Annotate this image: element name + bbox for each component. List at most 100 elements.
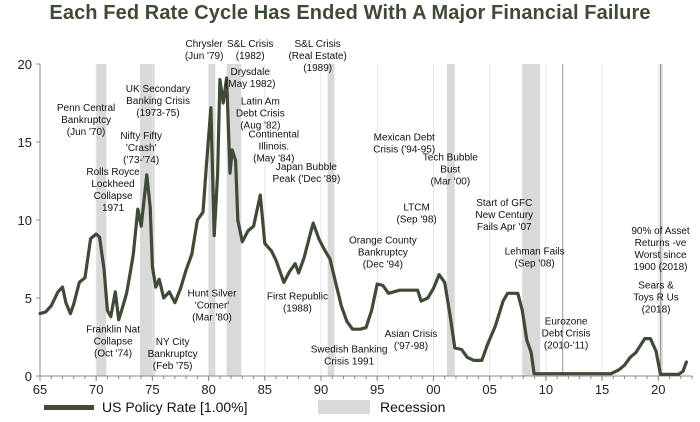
annotation-21: Eurozone Debt Crisis (2010-'11): [542, 317, 591, 352]
y-tick-label-15: 15: [18, 135, 32, 150]
annotation-line: Latin Am: [241, 97, 280, 108]
annotation-line: (Aug '82): [240, 121, 280, 132]
annotation-line: S&L Crisis: [227, 39, 273, 50]
annotation-line: (1982): [236, 51, 265, 62]
annotation-line: 90% of Asset: [631, 226, 690, 237]
annotation-line: (Feb '75): [153, 361, 193, 372]
annotation-line: (May '84): [253, 153, 294, 164]
recession-band-4: [327, 64, 335, 376]
annotation-13: LTCM (Sep '98): [396, 203, 436, 226]
annotation-line: Eurozone: [545, 317, 588, 328]
annotation-line: (May 1982): [225, 79, 276, 90]
annotation-line: Worst since: [634, 250, 686, 261]
annotation-10: Japan Bubble Peak ('Dec '89): [273, 162, 341, 185]
recession-band-7: [659, 64, 663, 376]
annotation-line: (1988): [283, 304, 312, 315]
annotation-line: (Jun '70): [67, 127, 106, 138]
annotation-line: Lockheed: [91, 179, 134, 190]
annotation-line: Collapse: [94, 191, 133, 202]
annotation-3: Rolls Royce Lockheed Collapse 1971: [86, 167, 140, 214]
annotation-line: Franklin Nat: [86, 324, 140, 335]
annotation-line: Debt Crisis: [236, 109, 285, 120]
annotation-line: Swedish Banking: [311, 345, 388, 356]
annotation-line: Returns -ve: [635, 238, 687, 249]
annotation-line: 'Corner': [195, 300, 229, 311]
y-tick-label-0: 0: [25, 369, 32, 384]
annotation-2: Nifty Fifty 'Crash' ('73-'74): [120, 131, 162, 166]
annotation-20: Hunt Silver 'Corner' (Mar '80): [188, 288, 238, 323]
annotation-line: Continental: [249, 129, 300, 140]
annotation-line: (1973-75): [136, 108, 179, 119]
annotation-line: (1989): [303, 63, 332, 74]
recession-band-0: [96, 64, 107, 376]
legend-item-recession: Recession: [318, 399, 445, 415]
annotation-line: ('97-98): [394, 341, 428, 352]
annotation-line: Fails Apr '07: [477, 222, 532, 233]
annotation-line: (Real Estate): [288, 51, 346, 62]
annotation-line: Tech Bubble: [423, 153, 478, 164]
y-tick-label-20: 20: [18, 57, 32, 72]
annotation-line: (Sep '08): [514, 258, 554, 269]
x-tick-label-90: 90: [314, 382, 328, 397]
x-tick-label-05: 05: [482, 382, 496, 397]
annotation-12: Tech Bubble Bust (Mar '00): [423, 153, 478, 188]
annotation-line: ('73-'74): [123, 155, 159, 166]
y-tick-label-5: 5: [25, 291, 32, 306]
annotation-line: Penn Central: [57, 103, 115, 114]
annotation-line: 1971: [102, 203, 125, 214]
annotation-line: (Jun '79): [185, 51, 224, 62]
annotation-line: Hunt Silver: [188, 288, 238, 299]
x-tick-label-15: 15: [595, 382, 609, 397]
annotation-4: Chrysler (Jun '79): [185, 39, 224, 62]
legend-label-recession: Recession: [380, 399, 446, 415]
annotation-line: Chrysler: [186, 39, 224, 50]
chart-title: Each Fed Rate Cycle Has Ended With A Maj…: [49, 2, 651, 24]
annotation-9: Continental Illinois. (May '84): [249, 129, 300, 164]
annotation-line: Nifty Fifty: [120, 131, 162, 142]
annotation-line: Crisis 1991: [324, 357, 374, 368]
annotation-line: Debt Crisis: [542, 329, 591, 340]
annotation-line: Rolls Royce: [86, 167, 140, 178]
annotation-line: 1900 (2018): [634, 262, 688, 273]
recession-band-2: [208, 64, 216, 376]
annotation-23: Franklin Nat Collapse (Oct '74): [86, 324, 140, 359]
annotation-line: (Dec '94): [363, 259, 403, 270]
annotation-16: Lehman Fails (Sep '08): [505, 246, 565, 269]
x-tick-label-10: 10: [539, 382, 553, 397]
legend-recession-swatch: [318, 400, 370, 414]
annotation-17: 90% of Asset Returns -ve Worst since 1900 (…: [631, 226, 690, 273]
annotation-line: NY City: [156, 337, 190, 348]
x-tick-label-95: 95: [370, 382, 384, 397]
annotation-line: UK Secondary: [126, 84, 190, 95]
recession-band-6: [522, 64, 541, 376]
annotation-line: Asian Crisis: [385, 329, 438, 340]
x-tick-label-65: 65: [33, 382, 47, 397]
annotation-line: First Republic: [267, 292, 328, 303]
annotation-line: Bankruptcy: [358, 247, 408, 258]
annotation-8: Latin Am Debt Crisis (Aug '82): [236, 97, 285, 132]
annotation-line: Japan Bubble: [276, 162, 338, 173]
annotation-18: Sears & Toys R Us (2018): [633, 281, 679, 316]
x-tick-label-20: 20: [651, 382, 665, 397]
annotation-line: Toys R Us: [633, 293, 679, 304]
annotation-line: Bust: [440, 165, 460, 176]
legend-item-policy-rate: US Policy Rate [1.00%]: [44, 399, 248, 415]
annotation-line: S&L Crisis: [295, 39, 341, 50]
legend-label-policy-rate: US Policy Rate [1.00%]: [102, 399, 248, 415]
x-tick-label-00: 00: [426, 382, 440, 397]
annotation-line: Start of GFC: [476, 198, 532, 209]
annotation-line: Bankruptcy: [61, 115, 111, 126]
annotation-5: S&L Crisis (1982): [227, 39, 273, 62]
annotation-line: Collapse: [94, 336, 133, 347]
annotation-line: LTCM: [403, 203, 429, 214]
annotation-line: (Mar '80): [192, 312, 232, 323]
annotation-7: Drysdale (May 1982): [225, 67, 276, 90]
annotation-14: Start of GFC New Century Fails Apr '07: [475, 198, 533, 233]
x-tick-label-80: 80: [201, 382, 215, 397]
annotation-line: Bankruptcy: [148, 349, 198, 360]
annotation-15: Orange County Bankruptcy (Dec '94): [349, 235, 417, 270]
annotation-25: Swedish Banking Crisis 1991: [311, 345, 388, 368]
legend: US Policy Rate [1.00%] Recession: [0, 399, 700, 421]
